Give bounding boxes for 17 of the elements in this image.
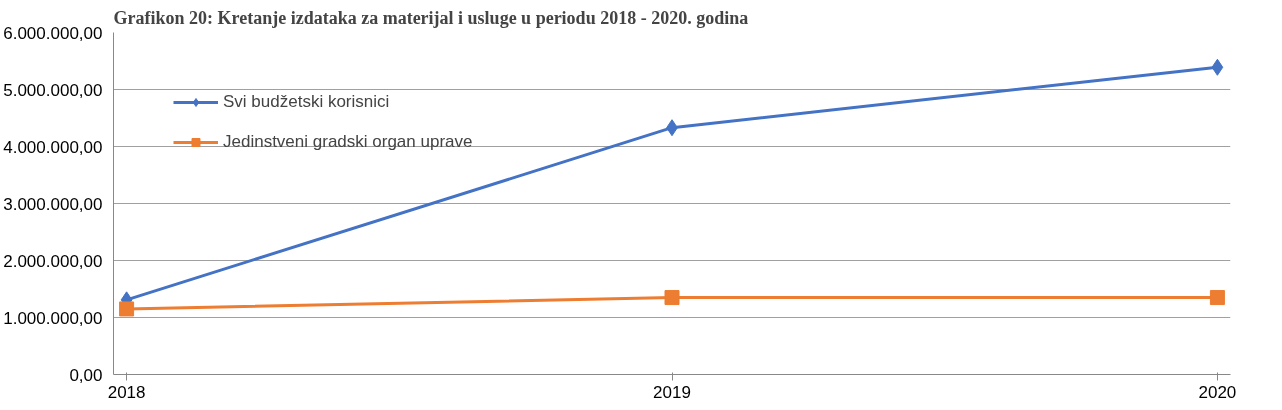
point (1209, 290, 1225, 306)
x-tick-label: 2020 (1198, 382, 1237, 402)
chart-title: Grafikon 20: Kretanje izdataka za materijal i usluge u periodu 2018 - 2020. godina (113, 7, 749, 28)
y-tick-label: 1.000.000,00 (3, 308, 103, 328)
point (664, 290, 680, 306)
point (119, 301, 135, 317)
x-tick-label: 2018 (107, 382, 146, 402)
y-tick-label: 4.000.000,00 (3, 137, 103, 157)
y-tick-label: 2.000.000,00 (3, 251, 103, 271)
y-tick-label: 0,00 (69, 365, 103, 385)
y-tick-label: 6.000.000,00 (3, 23, 103, 43)
y-tick-label: 3.000.000,00 (3, 194, 103, 214)
y-tick-label: 5.000.000,00 (3, 80, 103, 100)
legend-label: Svi budžetski korisnici (223, 92, 390, 112)
x-tick-label: 2019 (653, 382, 691, 402)
legend-label: Jedinstveni gradski organ uprave (223, 132, 473, 152)
point (1211, 58, 1224, 76)
